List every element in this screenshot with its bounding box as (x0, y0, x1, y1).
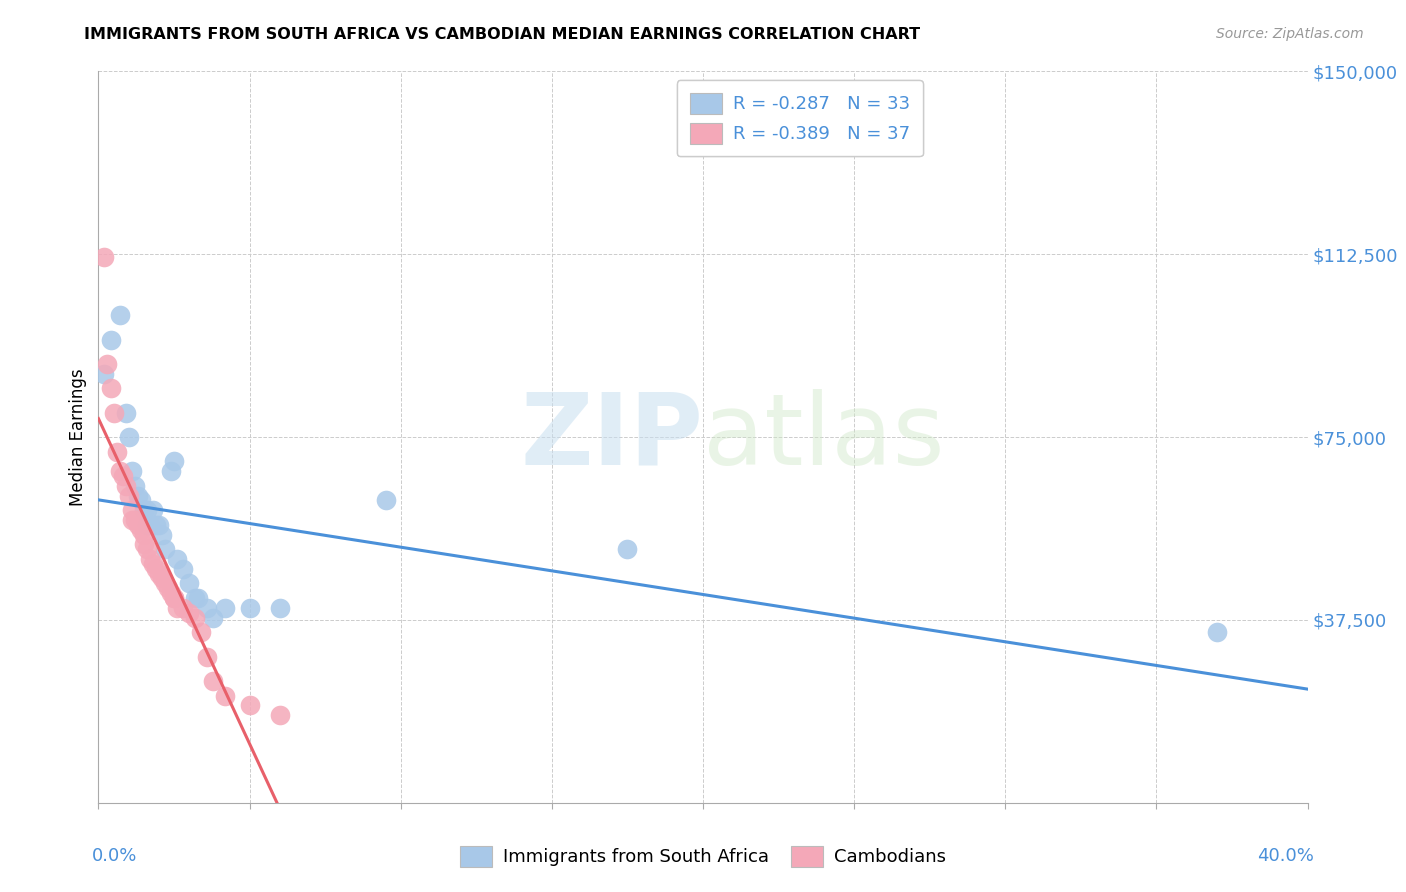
Point (166, 552, 188, 566)
Point (93, 367, 115, 381)
Point (111, 469, 134, 483)
Text: 40.0%: 40.0% (1257, 847, 1313, 864)
Point (114, 406, 136, 420)
Point (135, 517, 157, 532)
Point (100, 333, 122, 347)
Point (121, 464, 143, 478)
Point (132, 503, 155, 517)
Point (156, 581, 179, 595)
Point (105, 444, 128, 458)
Point (190, 625, 212, 640)
Point (163, 591, 186, 605)
Point (145, 517, 167, 532)
Point (139, 552, 162, 566)
Text: IMMIGRANTS FROM SOUTH AFRICA VS CAMBODIAN MEDIAN EARNINGS CORRELATION CHART: IMMIGRANTS FROM SOUTH AFRICA VS CAMBODIA… (84, 27, 921, 42)
Point (124, 513, 146, 527)
Point (135, 542, 157, 557)
Point (127, 517, 149, 532)
Point (166, 600, 188, 615)
Point (121, 513, 143, 527)
Point (202, 673, 225, 688)
Point (121, 503, 143, 517)
Legend: Immigrants from South Africa, Cambodians: Immigrants from South Africa, Cambodians (453, 838, 953, 874)
Point (374, 493, 396, 508)
Text: ZIP: ZIP (520, 389, 703, 485)
Point (187, 591, 209, 605)
Point (103, 406, 125, 420)
Text: 0.0%: 0.0% (93, 847, 138, 864)
Point (239, 600, 262, 615)
Point (142, 503, 165, 517)
Point (202, 610, 225, 624)
Y-axis label: Median Earnings: Median Earnings (69, 368, 87, 506)
Point (184, 591, 207, 605)
Point (269, 708, 291, 723)
Point (184, 610, 207, 624)
Point (100, 381, 122, 395)
Point (96, 357, 118, 371)
Point (150, 572, 173, 586)
Point (132, 527, 155, 541)
Point (160, 464, 183, 478)
Point (1206, 625, 1229, 640)
Point (108, 464, 131, 478)
Point (172, 562, 194, 576)
Point (172, 600, 194, 615)
Point (142, 557, 165, 571)
Point (129, 523, 152, 537)
Point (214, 689, 236, 703)
Text: Source: ZipAtlas.com: Source: ZipAtlas.com (1216, 27, 1364, 41)
Point (239, 698, 262, 713)
Point (135, 503, 157, 517)
Point (179, 576, 201, 591)
Point (269, 600, 291, 615)
Point (118, 489, 141, 503)
Point (179, 606, 201, 620)
Point (118, 430, 141, 444)
Point (214, 600, 236, 615)
Point (148, 566, 170, 581)
Point (163, 591, 186, 605)
Point (127, 489, 149, 503)
Point (139, 517, 162, 532)
Point (616, 542, 638, 557)
Point (160, 586, 183, 600)
Point (132, 537, 155, 551)
Point (153, 576, 176, 591)
Point (129, 493, 152, 508)
Point (108, 308, 131, 322)
Point (124, 479, 146, 493)
Point (93, 250, 115, 264)
Point (114, 479, 136, 493)
Point (145, 562, 167, 576)
Point (148, 517, 170, 532)
Point (195, 600, 218, 615)
Text: atlas: atlas (703, 389, 945, 485)
Point (195, 649, 218, 664)
Point (150, 527, 173, 541)
Point (153, 542, 176, 557)
Legend: R = -0.287   N = 33, R = -0.389   N = 37: R = -0.287 N = 33, R = -0.389 N = 37 (676, 80, 922, 156)
Point (163, 454, 186, 468)
